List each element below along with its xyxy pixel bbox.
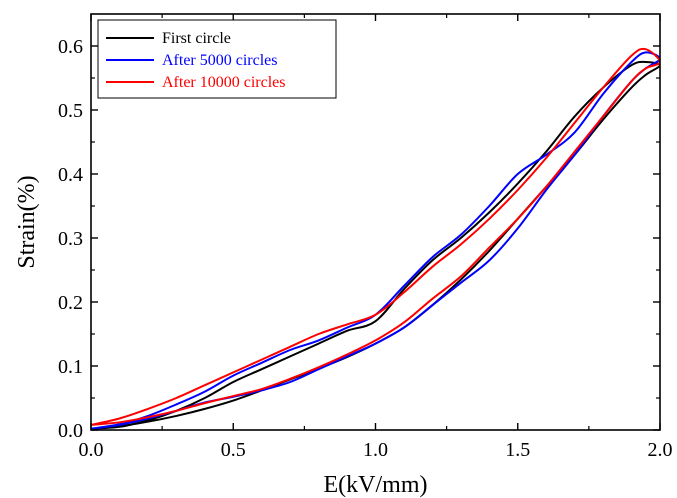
x-axis: 0.0 0.5 1.0 1.5 2.0 [79, 14, 673, 461]
legend-label: After 10000 circles [162, 74, 286, 91]
y-tick-label: 0.3 [58, 228, 83, 250]
x-tick-label: 0.0 [79, 439, 104, 461]
y-tick-label: 0.0 [58, 420, 83, 442]
legend-label: First circle [162, 30, 231, 47]
y-tick-label: 0.1 [58, 356, 83, 378]
x-axis-title: E(kV/mm) [324, 472, 428, 498]
x-tick-label: 1.0 [363, 439, 388, 461]
series-line-3 [91, 47, 660, 426]
series-line-1 [91, 60, 660, 430]
x-tick-label: 1.5 [505, 439, 530, 461]
y-tick-label: 0.4 [58, 164, 83, 186]
y-axis: 0.0 0.1 0.2 0.3 0.4 0.5 0.6 [58, 36, 660, 442]
legend: First circle After 5000 circles After 1000… [97, 19, 337, 99]
series-layer [91, 47, 660, 430]
y-tick-label: 0.6 [58, 36, 83, 58]
x-tick-label: 0.5 [221, 439, 246, 461]
x-tick-label: 2.0 [648, 439, 673, 461]
y-tick-label: 0.2 [58, 292, 83, 314]
y-axis-title: Strain(%) [14, 175, 40, 268]
y-tick-label: 0.5 [58, 100, 83, 122]
series-line-2 [91, 51, 660, 430]
legend-label: After 5000 circles [162, 52, 278, 69]
